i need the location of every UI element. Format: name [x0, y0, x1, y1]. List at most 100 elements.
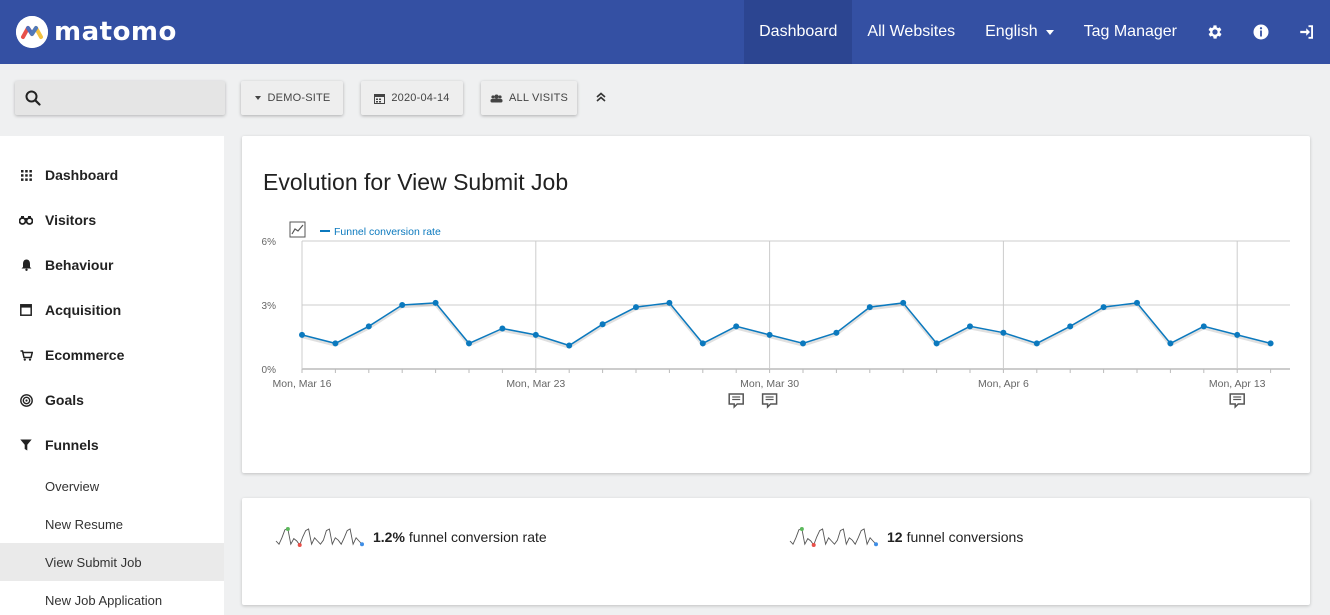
- sidebar-item-ecommerce[interactable]: Ecommerce: [0, 336, 224, 374]
- series-line: [301, 302, 1271, 347]
- info-icon[interactable]: [1238, 0, 1284, 64]
- sidebar-subitem-overview[interactable]: Overview: [0, 467, 224, 505]
- data-point: [866, 304, 873, 311]
- sidebar-subitem-new-resume[interactable]: New Resume: [0, 505, 224, 543]
- nav-tag-manager[interactable]: Tag Manager: [1083, 23, 1177, 40]
- data-point: [699, 340, 706, 347]
- search-input[interactable]: [15, 81, 225, 115]
- sparkline-row-conversion-rate[interactable]: 1.2% funnel conversion rate: [275, 526, 547, 548]
- sidebar-item-label: Behaviour: [45, 257, 114, 273]
- sidebar-subitem-label: View Submit Job: [45, 554, 142, 570]
- sidebar-item-visitors[interactable]: Visitors: [0, 201, 224, 239]
- sidebar-item-label: Dashboard: [45, 167, 119, 183]
- sidebar-item-acquisition[interactable]: Acquisition: [0, 291, 224, 329]
- nav-all-websites[interactable]: All Websites: [867, 23, 956, 40]
- sparkline-label: funnel conversions: [906, 529, 1024, 545]
- sparklines-card: 1.2% funnel conversion rate 12 funnel co…: [242, 498, 1310, 605]
- sparkline-path: [789, 528, 877, 546]
- cart-icon: [19, 348, 33, 362]
- legend-label: Funnel conversion rate: [334, 226, 441, 238]
- data-point: [466, 340, 472, 347]
- data-point: [1167, 340, 1174, 347]
- data-point: [833, 329, 840, 336]
- annotation-icon[interactable]: [728, 393, 744, 409]
- data-point: [399, 302, 406, 308]
- sidebar-item-label: Ecommerce: [45, 347, 125, 363]
- sparkline-row-conversions[interactable]: 12 funnel conversions: [789, 526, 1023, 548]
- binoculars-icon: [19, 213, 33, 227]
- language-selector[interactable]: English: [970, 0, 1068, 64]
- sparkline-path: [275, 528, 363, 546]
- sidebar-subitem-new-job-application[interactable]: New Job Application: [0, 581, 224, 615]
- data-point: [933, 340, 940, 347]
- data-point: [900, 299, 907, 306]
- sparkline-conversions: [789, 527, 878, 547]
- sidebar-item-dashboard[interactable]: Dashboard: [0, 156, 224, 194]
- x-tick-label: Mon, Mar 30: [740, 378, 799, 390]
- sparkline-marker: [811, 543, 816, 547]
- date-selector[interactable]: 2020-04-14: [361, 81, 463, 115]
- sidebar-item-label: Acquisition: [45, 302, 122, 318]
- browser-icon: [19, 303, 33, 317]
- series-line-shadow: [301, 303, 1271, 349]
- x-tick-label: Mon, Mar 16: [273, 378, 332, 390]
- annotation-icon[interactable]: [761, 393, 778, 409]
- search-icon: [25, 90, 41, 106]
- sparkline-value: 12: [887, 529, 903, 545]
- calendar-icon: [374, 93, 386, 104]
- data-point: [1200, 323, 1207, 330]
- data-point: [1033, 340, 1040, 347]
- sidebar-subitem-label: New Job Application: [45, 592, 163, 608]
- annotation-icon[interactable]: [1229, 393, 1245, 409]
- data-point: [432, 299, 439, 306]
- top-bar: matomo Dashboard All Websites English Ta…: [0, 0, 1330, 64]
- data-point: [1134, 299, 1140, 306]
- data-point: [733, 323, 740, 330]
- collapse-double-chevron-icon[interactable]: [594, 90, 608, 104]
- data-point: [599, 321, 606, 328]
- date-selector-label: 2020-04-14: [391, 92, 450, 104]
- sidebar-subitem-label: Overview: [45, 478, 100, 494]
- segment-selector[interactable]: ALL VISITS: [481, 81, 577, 115]
- data-point: [633, 304, 639, 311]
- caret-down-icon: [1045, 29, 1054, 35]
- top-nav: Dashboard All Websites English Tag Manag…: [744, 0, 1330, 64]
- sparkline-marker: [285, 527, 290, 531]
- nav-dashboard[interactable]: Dashboard: [744, 0, 853, 64]
- y-tick-label: 6%: [262, 237, 277, 248]
- data-point: [800, 340, 806, 347]
- data-point: [1100, 304, 1107, 311]
- sidebar-item-label: Goals: [45, 392, 84, 408]
- sparkline-conversion-rate: [275, 527, 364, 547]
- sidebar-item-behaviour[interactable]: Behaviour: [0, 246, 224, 284]
- target-icon: [19, 393, 33, 407]
- sidebar-item-goals[interactable]: Goals: [0, 381, 224, 419]
- sidebar: Dashboard Visitors Behaviour Acquisition…: [0, 136, 224, 615]
- x-tick-label: Mon, Apr 6: [978, 378, 1029, 390]
- sign-out-icon[interactable]: [1284, 0, 1330, 64]
- funnel-icon: [19, 438, 33, 452]
- data-point: [1067, 323, 1074, 330]
- language-label: English: [985, 23, 1038, 40]
- data-point: [299, 331, 305, 338]
- data-point: [1234, 331, 1241, 338]
- sparkline-marker: [799, 527, 804, 531]
- sidebar-subitem-view-submit-job[interactable]: View Submit Job: [0, 543, 224, 581]
- evolution-title: Evolution for View Submit Job: [263, 169, 569, 195]
- segment-selector-label: ALL VISITS: [508, 92, 569, 104]
- chart-type-icon[interactable]: [289, 221, 306, 238]
- site-selector[interactable]: DEMO-SITE: [241, 81, 343, 115]
- app-name: matomo: [54, 17, 177, 47]
- x-tick-label: Mon, Apr 13: [1209, 378, 1266, 390]
- sparkline-label: funnel conversion rate: [408, 529, 547, 545]
- matomo-logo[interactable]: matomo: [16, 16, 177, 48]
- data-point: [666, 299, 673, 306]
- data-point: [1267, 340, 1274, 347]
- evolution-chart: 0% 3% 6% Mon, Mar 16 Mon, Mar 23 Mon, Mar 30 M…: [262, 221, 1290, 409]
- sidebar-item-label: Visitors: [45, 212, 97, 228]
- data-point: [332, 340, 339, 347]
- sparkline-marker: [360, 542, 364, 547]
- sidebar-item-funnels[interactable]: Funnels: [0, 426, 224, 464]
- data-point: [566, 342, 573, 349]
- gear-icon[interactable]: [1192, 0, 1238, 64]
